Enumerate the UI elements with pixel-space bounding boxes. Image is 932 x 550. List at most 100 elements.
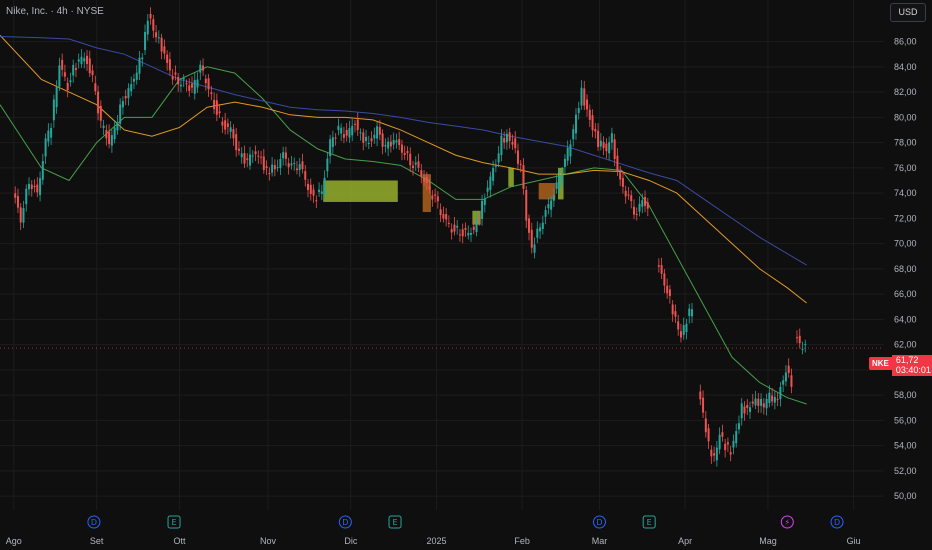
candle-body <box>707 428 710 442</box>
candle-body <box>249 154 252 166</box>
candle-body <box>257 155 260 157</box>
candle-body <box>353 123 356 125</box>
candle-body <box>591 115 594 131</box>
candle-body <box>757 398 760 406</box>
candle-body <box>671 304 674 315</box>
candle-body <box>599 140 602 147</box>
candle-body <box>464 227 467 230</box>
candle-body <box>580 87 583 106</box>
candle-body <box>124 96 127 99</box>
candle-body <box>226 123 229 127</box>
candle-body <box>221 121 224 126</box>
candle-body <box>544 210 547 217</box>
candle-body <box>516 150 519 164</box>
candle-body <box>605 143 608 152</box>
y-tick-label: 70,00 <box>894 239 917 249</box>
zone-box <box>558 167 564 200</box>
candle-body <box>787 365 790 373</box>
candle-body <box>102 125 105 129</box>
candle-body <box>541 222 544 229</box>
candle-body <box>795 337 798 339</box>
candle-body <box>91 70 94 76</box>
moving-average-slow <box>0 36 807 266</box>
candle-body <box>638 203 641 212</box>
candle-body <box>337 125 340 130</box>
candle-body <box>276 167 279 169</box>
y-tick-label: 56,00 <box>894 415 917 425</box>
candle-body <box>572 129 575 140</box>
candle-body <box>284 152 287 159</box>
candle-body <box>666 285 669 294</box>
candle-body <box>685 323 688 332</box>
candle-body <box>627 194 630 196</box>
candle-body <box>152 19 155 31</box>
candle-body <box>635 214 638 216</box>
candle-body <box>414 162 417 165</box>
candle-body <box>105 130 108 139</box>
candle-body <box>552 195 555 201</box>
candle-body <box>481 200 484 219</box>
x-tick-label: Ott <box>174 536 187 546</box>
candle-body <box>594 129 597 132</box>
zone-box <box>323 180 398 202</box>
y-tick-label: 52,00 <box>894 466 917 476</box>
candle-body <box>30 184 33 190</box>
candle-body <box>702 397 705 413</box>
candle-body <box>436 196 439 202</box>
candle-body <box>632 206 635 215</box>
candle-body <box>329 139 332 157</box>
candle-body <box>179 84 182 87</box>
x-tick-label: Mag <box>759 536 777 546</box>
candle-body <box>171 76 174 80</box>
candle-body <box>362 132 365 143</box>
candle-body <box>110 135 113 146</box>
candle-body <box>119 104 122 124</box>
zone-box <box>538 182 556 200</box>
candle-body <box>641 200 644 207</box>
candle-body <box>677 321 680 330</box>
candle-body <box>86 55 89 65</box>
candle-body <box>293 162 296 164</box>
candle-body <box>494 165 497 167</box>
candle-body <box>251 155 254 157</box>
y-tick-label: 50,00 <box>894 491 917 501</box>
zone-box <box>508 167 514 187</box>
candle-body <box>746 404 749 408</box>
candle-body <box>423 177 426 182</box>
earnings-marker <box>642 515 656 529</box>
candle-body <box>268 173 271 175</box>
candle-body <box>508 132 511 142</box>
candle-body <box>279 159 282 169</box>
candle-body <box>434 194 437 196</box>
candle-body <box>127 88 130 99</box>
candle-body <box>765 398 768 409</box>
candle-body <box>784 372 787 382</box>
candle-body <box>406 151 409 154</box>
candle-body <box>771 395 774 402</box>
candle-body <box>28 183 31 190</box>
y-tick-label: 66,00 <box>894 289 917 299</box>
candle-body <box>536 228 539 238</box>
candle-body <box>376 126 379 139</box>
event-marker-label: D <box>342 518 348 527</box>
candle-body <box>166 54 169 63</box>
candle-body <box>646 202 649 209</box>
candle-body <box>522 165 525 189</box>
x-tick-label: Giu <box>847 536 861 546</box>
candle-body <box>254 151 257 155</box>
candle-body <box>569 144 572 157</box>
candle-body <box>384 144 387 147</box>
candle-body <box>113 127 116 140</box>
candle-body <box>674 311 677 317</box>
event-marker-label: E <box>647 518 652 527</box>
candle-body <box>188 85 191 91</box>
candle-body <box>737 423 740 430</box>
candle-body <box>304 171 307 180</box>
currency-button[interactable]: USD <box>890 3 926 22</box>
candle-body <box>439 209 442 216</box>
candle-body <box>472 226 475 231</box>
candle-body <box>295 168 298 171</box>
candle-body <box>729 452 732 455</box>
candle-body <box>776 399 779 401</box>
